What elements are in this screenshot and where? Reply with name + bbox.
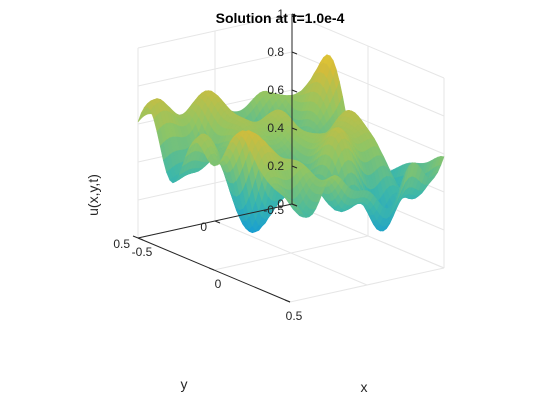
- x-tick: [208, 267, 215, 271]
- y-tick: [214, 220, 221, 224]
- y-tick-label: 0: [200, 220, 207, 234]
- z-tick: [291, 13, 298, 17]
- z-tick-label: 0.4: [267, 121, 284, 135]
- z-tick: [291, 127, 298, 131]
- axes-frame: [132, 13, 298, 303]
- x-tick: [132, 235, 139, 239]
- y-tick-label: -0.5: [263, 203, 284, 217]
- y-axis-label: y: [181, 376, 188, 392]
- z-tick-label: 0.6: [267, 83, 284, 97]
- chart-title: Solution at t=1.0e-4: [216, 10, 345, 26]
- x-tick-label: 0: [215, 277, 222, 291]
- x-tick: [284, 299, 291, 303]
- z-tick-label: 0: [277, 197, 284, 211]
- x-tick-label: 0.5: [286, 309, 303, 323]
- y-tick-label: 0.5: [113, 237, 130, 251]
- z-axis-label: u(x,y,t): [85, 174, 101, 216]
- z-tick: [291, 51, 298, 55]
- z-tick-label: 0.8: [267, 45, 284, 59]
- x-axis-label: x: [361, 379, 368, 395]
- z-tick-label: 0.2: [267, 159, 284, 173]
- y-tick: [291, 203, 298, 207]
- x-tick-label: -0.5: [132, 245, 153, 259]
- tick-labels: 00.20.40.60.81-0.500.5-0.500.5: [113, 7, 302, 323]
- grid-line-y-floor: [214, 220, 368, 286]
- grid-line-y-floor: [291, 203, 445, 269]
- z-tick: [291, 165, 298, 169]
- z-tick-label: 1: [277, 7, 284, 21]
- surface-mesh: [137, 53, 445, 234]
- y-tick: [137, 237, 144, 241]
- z-tick: [291, 89, 298, 93]
